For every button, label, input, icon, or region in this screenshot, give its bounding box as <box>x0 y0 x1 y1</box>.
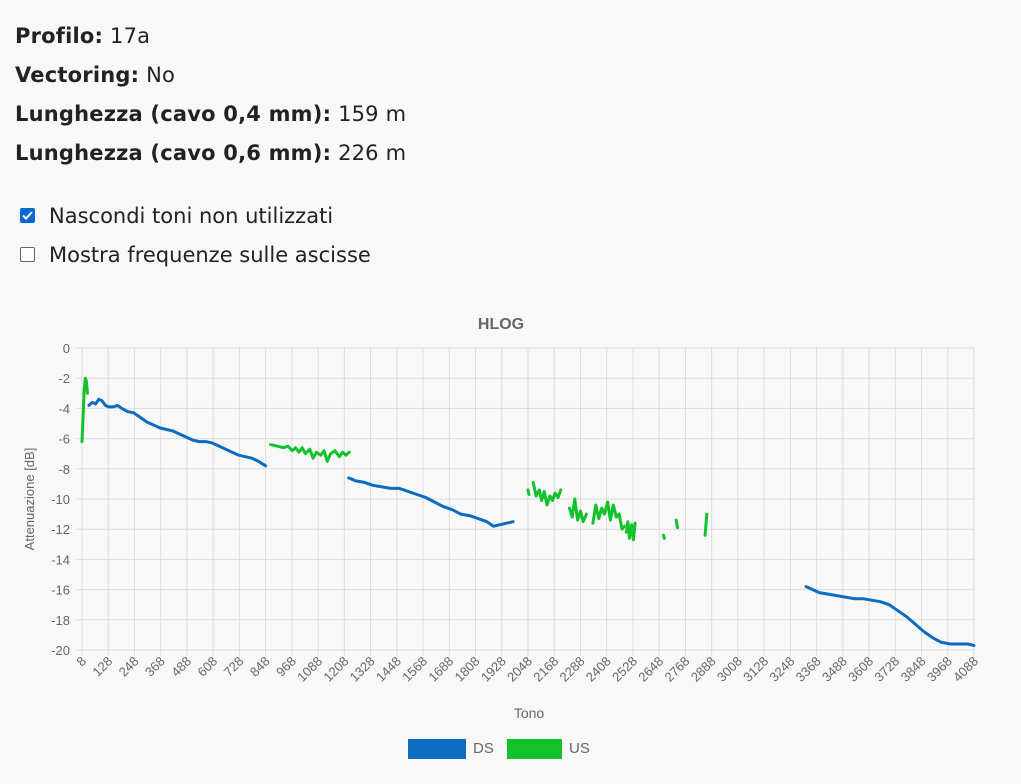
x-tick-label: 2288 <box>557 654 588 685</box>
x-tick-label: 3608 <box>845 654 876 685</box>
x-axis-ticks: 8 128 248 368 488 608 728 848 968108812081328144… <box>73 654 981 685</box>
x-tick-label: 8 <box>73 654 89 670</box>
y-tick-label: -8 <box>58 462 70 477</box>
legend-ds-swatch[interactable] <box>408 739 466 759</box>
vectoring-value: No <box>146 63 176 87</box>
x-tick-label: 1088 <box>294 654 325 685</box>
x-tick-label: 488 <box>168 654 194 680</box>
x-tick-label: 3728 <box>871 654 902 685</box>
vectoring-label: Vectoring: <box>15 63 140 87</box>
chart-grid <box>76 347 975 656</box>
x-tick-label: 3848 <box>898 654 929 685</box>
series-ds-line <box>87 397 268 468</box>
series-us-line <box>703 512 709 537</box>
x-tick-label: 2408 <box>583 654 614 685</box>
y-tick-label: -14 <box>51 552 70 567</box>
x-tick-label: 1688 <box>425 654 456 685</box>
x-tick-label: 3008 <box>714 654 745 685</box>
x-tick-label: 4088 <box>950 654 981 685</box>
y-tick-label: -2 <box>58 371 70 386</box>
x-tick-label: 2048 <box>504 654 535 685</box>
y-tick-label: -10 <box>51 492 70 507</box>
chart-legend: DS US <box>408 739 590 759</box>
x-tick-label: 1208 <box>320 654 351 685</box>
y-axis-ticks: 0 -2 -4 -6 -8 -10 -12 -14 -16 -18 -20 <box>51 341 70 658</box>
y-tick-label: -6 <box>58 432 70 447</box>
series-us-line <box>80 376 89 444</box>
series-us-line <box>591 500 627 531</box>
profile-label: Profilo: <box>15 24 104 48</box>
x-tick-label: 3968 <box>924 654 955 685</box>
hide-unused-tones-option[interactable]: Nascondi toni non utilizzati <box>20 196 371 235</box>
series-us-line <box>526 488 531 496</box>
length-06-label: Lunghezza (cavo 0,6 mm): <box>15 141 332 165</box>
line-info: Profilo: 17a Vectoring: No Lunghezza (ca… <box>15 20 406 176</box>
x-tick-label: 3128 <box>740 654 771 685</box>
profile-value: 17a <box>110 24 151 48</box>
series-ds-line <box>347 476 515 528</box>
vectoring-row: Vectoring: No <box>15 59 406 98</box>
length-06-row: Lunghezza (cavo 0,6 mm): 226 m <box>15 137 406 176</box>
y-tick-label: -20 <box>51 643 70 658</box>
y-axis-label: Attenuazione [dB] <box>22 448 37 551</box>
show-frequencies-label: Mostra frequenze sulle ascisse <box>49 242 371 267</box>
y-tick-label: -18 <box>51 613 70 628</box>
series-ds-line <box>804 585 976 647</box>
show-frequencies-checkbox[interactable] <box>20 247 35 262</box>
x-axis-label: Tono <box>514 705 545 721</box>
x-tick-label: 3488 <box>819 654 850 685</box>
x-tick-label: 248 <box>116 654 142 680</box>
y-tick-label: -16 <box>51 583 70 598</box>
y-tick-label: -4 <box>58 401 70 416</box>
chart-series <box>80 376 976 647</box>
hide-unused-tones-label: Nascondi toni non utilizzati <box>49 203 334 228</box>
series-us-line <box>568 497 588 524</box>
x-tick-label: 368 <box>142 654 168 680</box>
chart-title: HLOG <box>478 316 524 333</box>
x-tick-label: 128 <box>89 654 115 680</box>
series-us-line <box>531 480 563 507</box>
x-tick-label: 2648 <box>635 654 666 685</box>
checkmark-icon <box>22 211 33 220</box>
x-tick-label: 1328 <box>347 654 378 685</box>
series-us-line <box>624 520 637 542</box>
hlog-chart: HLOG 0 -2 -4 -6 -8 -10 -12 -14 -16 -18 -20 8 128 248… <box>22 316 981 759</box>
x-tick-label: 2168 <box>530 654 561 685</box>
x-tick-label: 2768 <box>661 654 692 685</box>
x-tick-label: 3368 <box>793 654 824 685</box>
show-frequencies-option[interactable]: Mostra frequenze sulle ascisse <box>20 235 371 274</box>
y-tick-label: 0 <box>63 341 70 356</box>
chart-options: Nascondi toni non utilizzati Mostra freq… <box>20 196 371 274</box>
x-tick-label: 1928 <box>478 654 509 685</box>
length-04-value: 159 m <box>338 102 407 126</box>
legend-us-label[interactable]: US <box>569 740 590 757</box>
x-tick-label: 3248 <box>766 654 797 685</box>
x-tick-label: 728 <box>221 654 247 680</box>
x-tick-label: 608 <box>194 654 220 680</box>
legend-ds-label[interactable]: DS <box>473 740 494 757</box>
length-04-label: Lunghezza (cavo 0,4 mm): <box>15 102 332 126</box>
length-06-value: 226 m <box>338 141 407 165</box>
series-us-line <box>674 518 679 530</box>
length-04-row: Lunghezza (cavo 0,4 mm): 159 m <box>15 98 406 137</box>
x-tick-label: 1568 <box>399 654 430 685</box>
x-tick-label: 848 <box>247 654 273 680</box>
series-us-line <box>662 533 666 540</box>
hide-unused-tones-checkbox[interactable] <box>20 208 35 223</box>
x-tick-label: 1448 <box>373 654 404 685</box>
x-tick-label: 2888 <box>688 654 719 685</box>
x-tick-label: 1808 <box>452 654 483 685</box>
y-tick-label: -12 <box>51 522 70 537</box>
profile-row: Profilo: 17a <box>15 20 406 59</box>
legend-us-swatch[interactable] <box>507 739 562 759</box>
series-us-line <box>269 443 351 463</box>
x-tick-label: 2528 <box>609 654 640 685</box>
